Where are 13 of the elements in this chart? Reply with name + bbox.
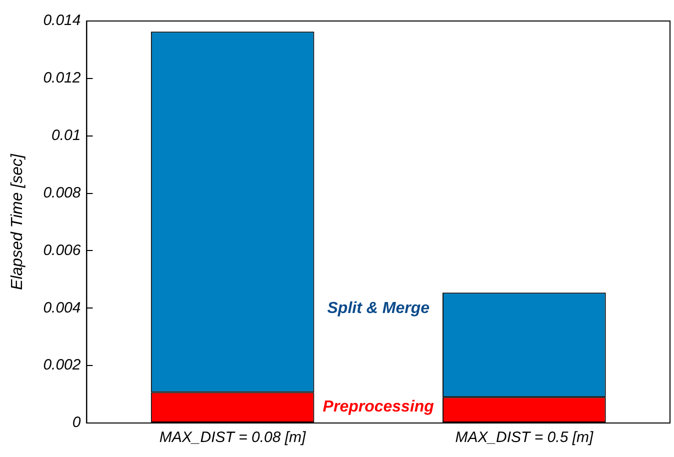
x-tick-label: MAX_DIST = 0.5 [m] [455, 429, 594, 446]
x-tick-label: MAX_DIST = 0.08 [m] [159, 429, 307, 446]
y-tick-label: 0.01 [52, 127, 81, 144]
y-tick-label: 0.002 [43, 356, 82, 374]
y-tick-label: 0.014 [43, 12, 81, 30]
series-label: Preprocessing [322, 398, 434, 416]
y-tick-label: 0.012 [43, 70, 82, 87]
y-axis-title: Elapsed Time [sec] [9, 153, 26, 290]
y-tick-label: 0.006 [43, 242, 82, 259]
series-label: Split & Merge [327, 300, 430, 318]
y-tick-label: 0.008 [43, 184, 82, 202]
y-tick-label: 0.004 [43, 299, 81, 316]
y-tick-label: 0 [72, 414, 82, 432]
